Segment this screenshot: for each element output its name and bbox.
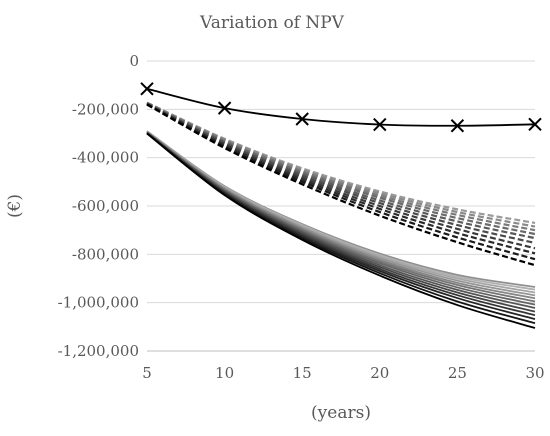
x-marker-stroke [450,119,465,133]
x-marker [295,112,309,126]
y-tick-label: -600,000 [72,197,139,215]
x-marker [217,101,232,115]
series-line-dashed [146,101,536,225]
series-line-solid [146,130,536,288]
series-line-dashed [146,102,536,240]
y-tick-label: -200,000 [72,100,139,118]
x-tick-label: 10 [215,364,234,382]
x-marker-stroke [295,112,309,126]
y-tick-label: -1,000,000 [58,294,139,312]
x-marker-stroke [373,117,387,132]
series-line-solid [146,130,536,291]
series-lines [146,87,536,329]
series-line-dashed [146,101,536,228]
tick-labels: 0 -200,000 -400,000 -600,000 -800,000 -1,000,… [58,52,545,382]
y-tick-label: -400,000 [72,149,139,167]
y-axis-title: (€) [5,194,25,218]
x-marker [450,119,465,133]
y-tick-label: 0 [129,52,139,70]
x-marker-stroke [217,101,232,115]
y-tick-label: -800,000 [72,245,139,263]
series-line-dashed [146,103,536,267]
series-markers [140,82,542,133]
x-marker [140,82,154,96]
x-marker [373,117,387,132]
series-line-marked [146,87,536,127]
series-line-solid [146,131,536,300]
x-tick-label: 30 [525,364,544,382]
x-axis-title: (years) [311,403,371,423]
series-line-solid [146,132,536,329]
x-marker-stroke [528,117,542,132]
x-marker-stroke [140,82,154,96]
y-tick-label: -1,200,000 [58,342,139,360]
x-tick-label: 20 [370,364,389,382]
x-marker [528,117,542,132]
chart-title: Variation of NPV [199,13,345,33]
x-tick-label: 15 [293,364,312,382]
series-line-solid [146,131,536,297]
x-tick-label: 25 [448,364,467,382]
x-tick-label: 5 [142,364,152,382]
series-line-solid [146,130,536,294]
